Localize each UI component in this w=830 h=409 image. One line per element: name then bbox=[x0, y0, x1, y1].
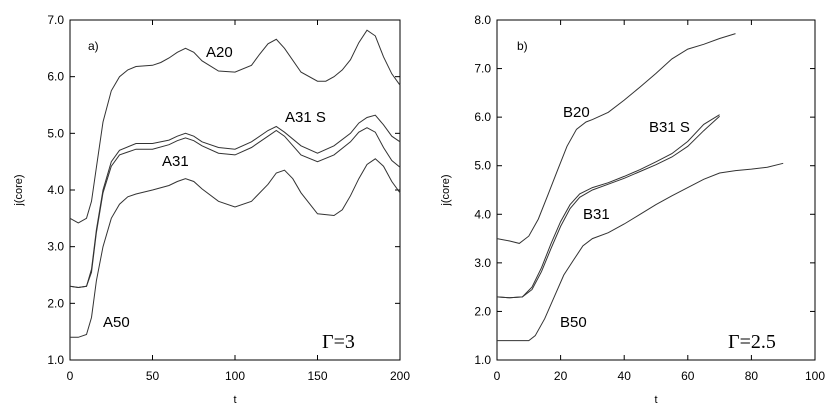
y-tick-label: 2.0 bbox=[47, 296, 64, 310]
x-tick-label: 80 bbox=[745, 369, 759, 383]
gamma-annotation: Γ=2.5 bbox=[728, 331, 776, 353]
y-axis-label: j(core) bbox=[13, 174, 25, 206]
y-tick-label: 6.0 bbox=[47, 70, 64, 84]
y-tick-label: 7.0 bbox=[47, 13, 64, 27]
panel-b: 0 20 40 60 80 100 1.0 2.0 3.0 4.0 5.0 6.0 7.0 8.0 t j(c… bbox=[440, 13, 825, 406]
x-tick-label: 100 bbox=[805, 369, 825, 383]
y-tick-label: 5.0 bbox=[474, 159, 491, 173]
x-axis-label: t bbox=[654, 394, 657, 406]
series-line-a20 bbox=[69, 29, 401, 224]
y-tick-label: 7.0 bbox=[474, 62, 491, 76]
x-tick-label: 100 bbox=[225, 369, 245, 383]
y-tick-label: 1.0 bbox=[47, 353, 64, 367]
series-line-b31-s bbox=[496, 114, 720, 299]
y-tick-label: 1.0 bbox=[474, 353, 491, 367]
plot-frame bbox=[496, 19, 816, 361]
series-line-a50 bbox=[70, 158, 401, 338]
y-tick-label: 4.0 bbox=[474, 207, 491, 221]
series-line-b20 bbox=[496, 33, 736, 244]
x-tick-label: 20 bbox=[554, 369, 568, 383]
series-label-b31-s: B31 S bbox=[649, 119, 690, 136]
y-tick-label: 3.0 bbox=[474, 256, 491, 270]
series-label-b20: B20 bbox=[563, 104, 590, 121]
series-line-a31-s bbox=[69, 114, 401, 289]
series-line-b31 bbox=[496, 115, 720, 299]
y-tick-label: 5.0 bbox=[47, 126, 64, 140]
y-tick-label: 6.0 bbox=[474, 110, 491, 124]
y-tick-label: 2.0 bbox=[474, 304, 491, 318]
y-tick-label: 4.0 bbox=[47, 183, 64, 197]
x-tick-label: 0 bbox=[67, 369, 74, 383]
plot-frame bbox=[69, 19, 401, 361]
x-tick-label: 60 bbox=[681, 369, 695, 383]
x-tick-label: 50 bbox=[146, 369, 160, 383]
series-label-a31: A31 bbox=[162, 153, 189, 170]
x-tick-label: 40 bbox=[618, 369, 632, 383]
series-label-a50: A50 bbox=[103, 314, 130, 331]
panel-label: a) bbox=[88, 39, 99, 53]
series-label-a20: A20 bbox=[206, 44, 233, 61]
series-line-a31 bbox=[69, 127, 401, 289]
x-tick-label: 150 bbox=[307, 369, 327, 383]
panel-label: b) bbox=[517, 39, 528, 53]
x-axis-label: t bbox=[233, 394, 236, 406]
gamma-annotation: Γ=3 bbox=[322, 331, 355, 353]
series-label-a31-s: A31 S bbox=[285, 109, 326, 126]
y-axis-label: j(core) bbox=[440, 174, 452, 206]
x-tick-label: 0 bbox=[494, 369, 501, 383]
series-label-b50: B50 bbox=[560, 314, 587, 331]
series-line-b50 bbox=[497, 162, 784, 342]
y-tick-label: 3.0 bbox=[47, 240, 64, 254]
panel-a: 0 50 100 150 200 1.0 2.0 3.0 4.0 5.0 6.0 7.0 t j(core… bbox=[13, 13, 410, 406]
series-label-b31: B31 bbox=[583, 206, 610, 223]
y-tick-label: 8.0 bbox=[474, 13, 491, 27]
x-tick-label: 200 bbox=[390, 369, 410, 383]
